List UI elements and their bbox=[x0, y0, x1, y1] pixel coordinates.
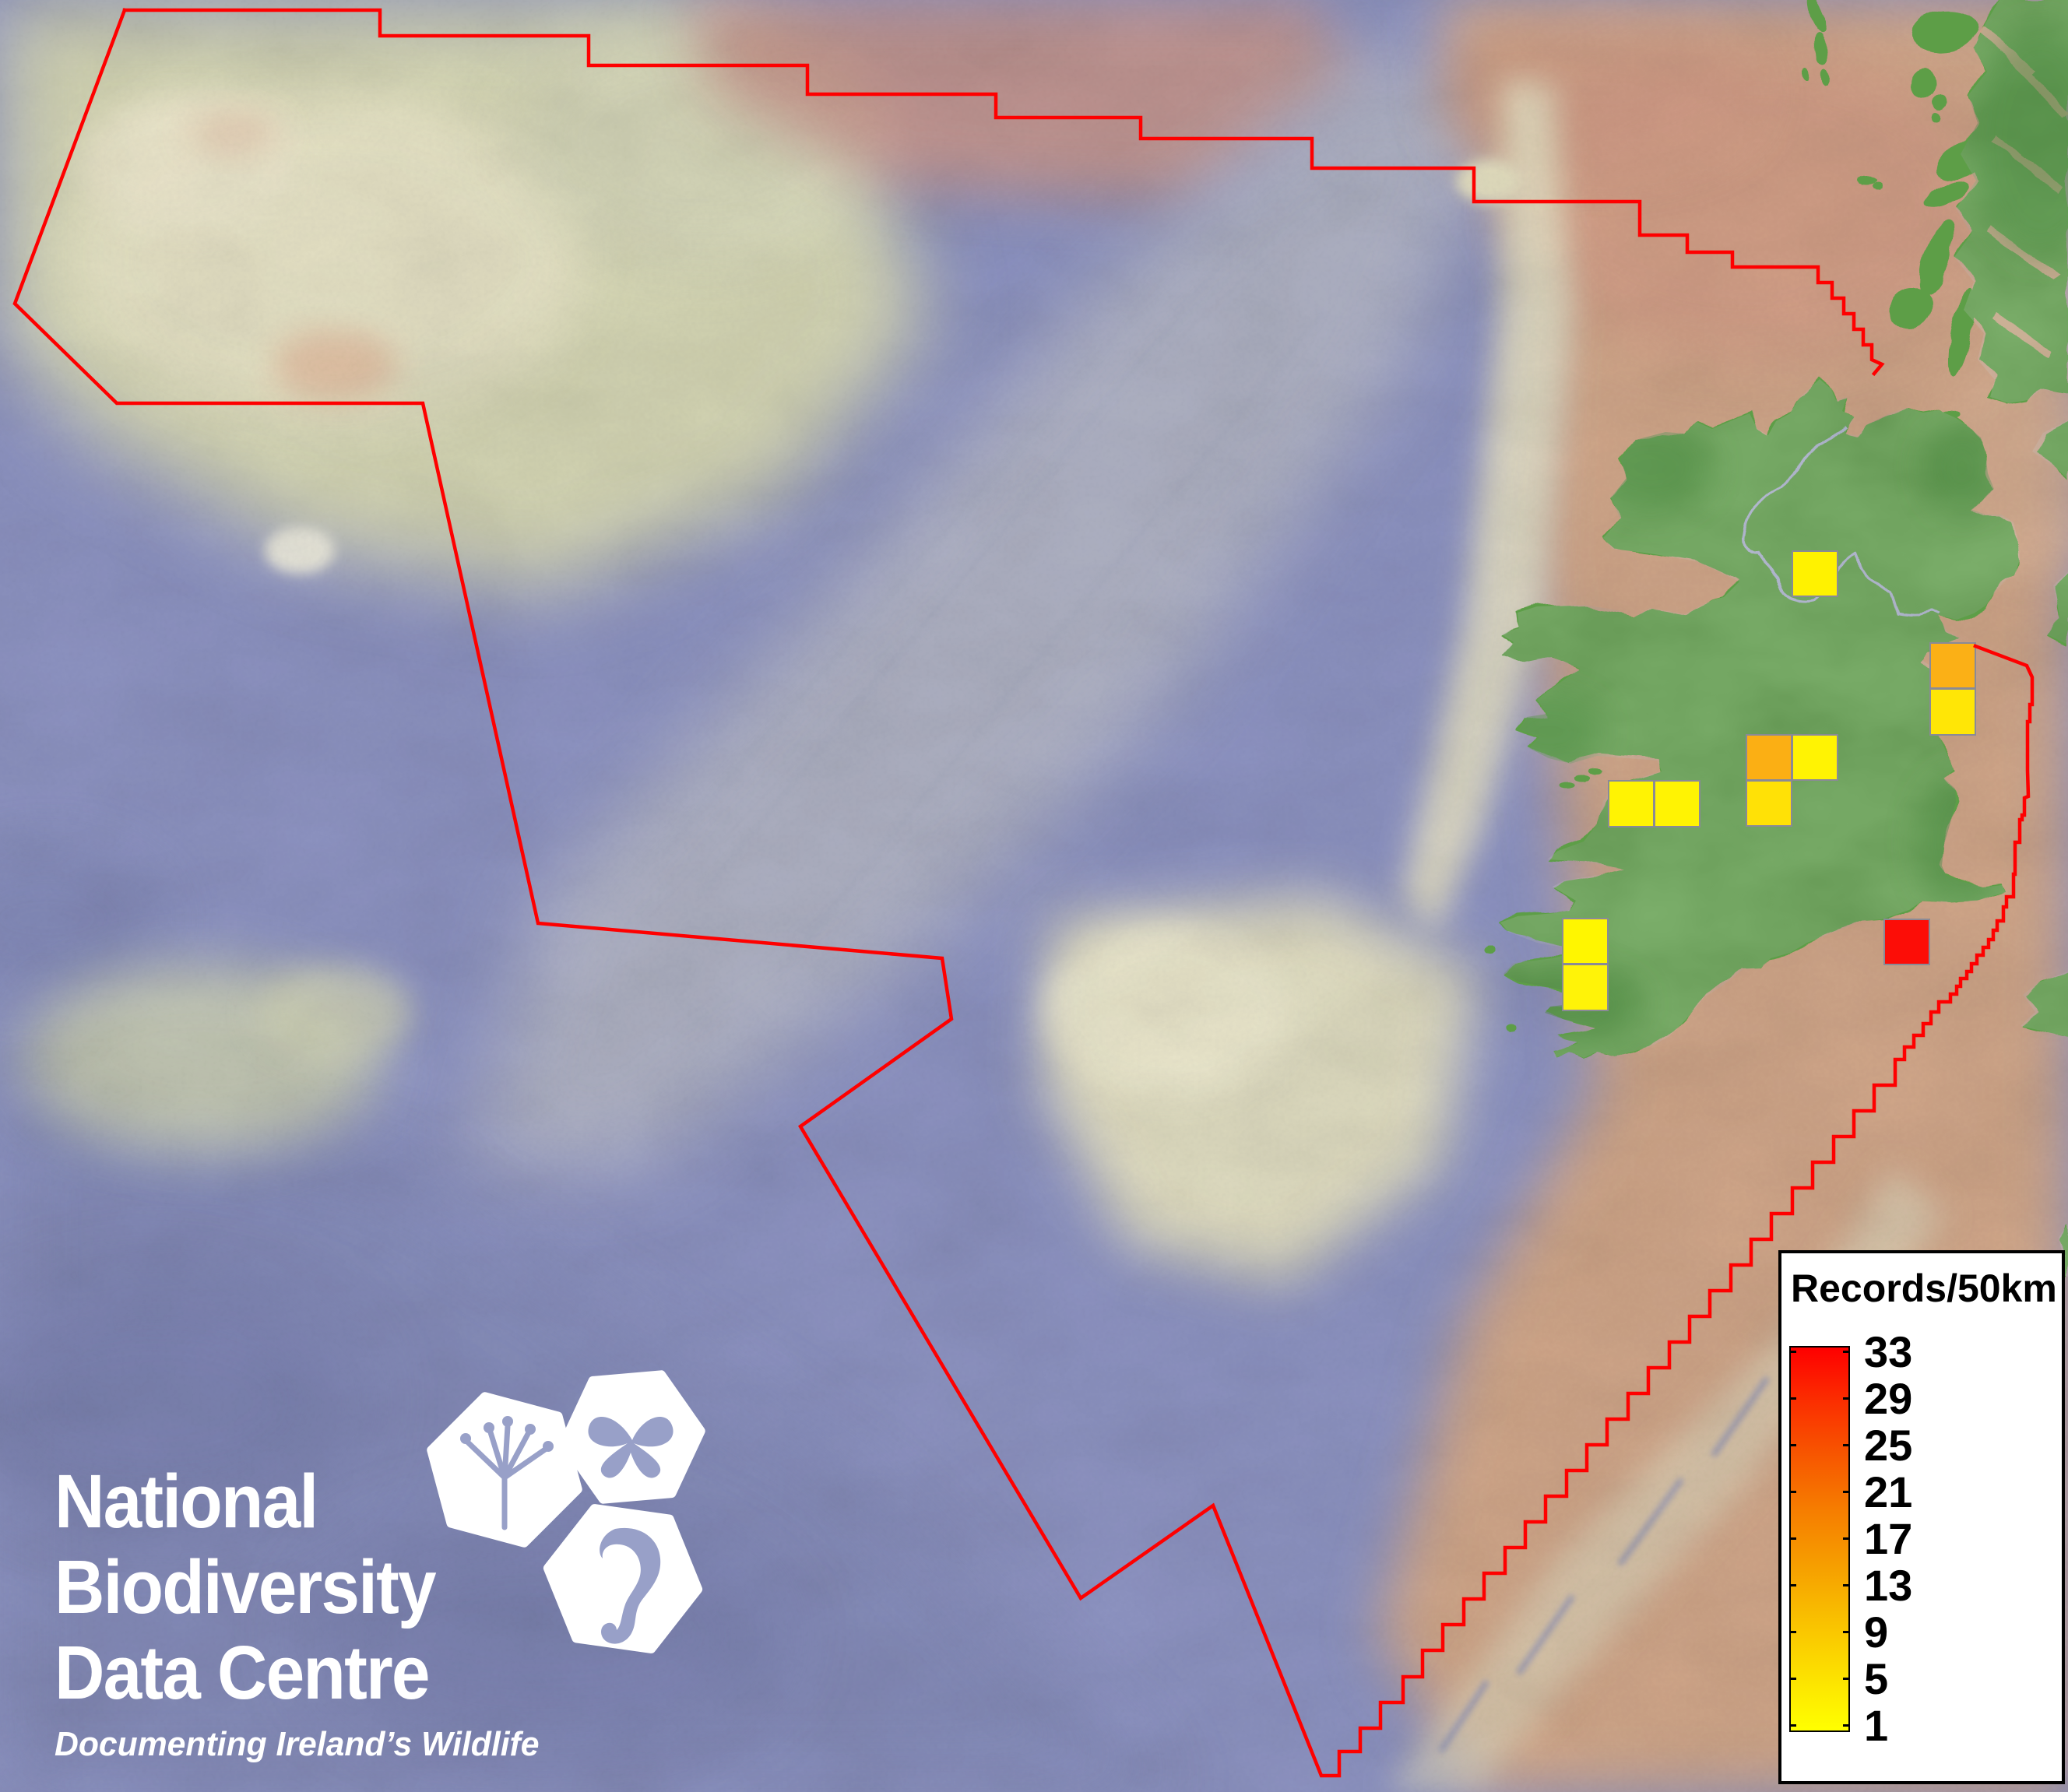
legend-title: Records/50km bbox=[1791, 1267, 2057, 1310]
legend-panel: Records/50km 33 29 25 21 17 13 9 5 1 bbox=[1778, 1250, 2065, 1784]
legend-label: 29 bbox=[1864, 1374, 1913, 1423]
record-cell-low bbox=[1792, 550, 1838, 597]
record-cell-high bbox=[1883, 919, 1930, 965]
legend-label: 5 bbox=[1864, 1654, 1889, 1703]
legend-label: 1 bbox=[1864, 1701, 1889, 1750]
record-cell-medium bbox=[1929, 642, 1976, 689]
hexagon-seahorse bbox=[543, 1504, 703, 1653]
boundary-west-and-south bbox=[12, 8, 2035, 1778]
record-cell-low bbox=[1746, 780, 1792, 827]
legend-label: 9 bbox=[1864, 1608, 1889, 1657]
plant-umbel-icon bbox=[460, 1416, 554, 1530]
record-cell-low bbox=[1562, 918, 1609, 965]
record-cell-low bbox=[1929, 688, 1976, 736]
record-cell-low bbox=[1654, 780, 1700, 827]
record-cell-medium bbox=[1746, 734, 1792, 781]
record-cell-low bbox=[1562, 964, 1609, 1011]
logo-hexagons bbox=[427, 1370, 705, 1653]
logo-tagline: Documenting Ireland’s Wildlife bbox=[55, 1725, 540, 1763]
butterfly-icon bbox=[588, 1417, 674, 1478]
legend-label: 17 bbox=[1864, 1514, 1913, 1563]
hexagon-butterfly bbox=[559, 1370, 705, 1504]
logo-line-1: National bbox=[55, 1459, 318, 1544]
legend-label: 25 bbox=[1864, 1421, 1913, 1470]
logo-line-2: Biodiversity bbox=[55, 1544, 437, 1629]
seahorse-icon bbox=[600, 1527, 661, 1644]
boundary-north-stair bbox=[122, 8, 1885, 377]
logo-line-3: Data Centre bbox=[55, 1630, 430, 1715]
legend-label: 33 bbox=[1864, 1327, 1913, 1376]
legend-gradient-bar bbox=[1789, 1346, 1850, 1732]
record-grid-cells bbox=[1562, 550, 1976, 1011]
nbdc-logo: National Biodiversity Data Centre Docume… bbox=[55, 1459, 554, 1764]
legend-label: 13 bbox=[1864, 1561, 1913, 1610]
record-cell-low bbox=[1608, 780, 1655, 827]
designated-area-boundary bbox=[12, 8, 2035, 1778]
legend-label: 21 bbox=[1864, 1467, 1913, 1516]
record-cell-low bbox=[1792, 734, 1838, 781]
